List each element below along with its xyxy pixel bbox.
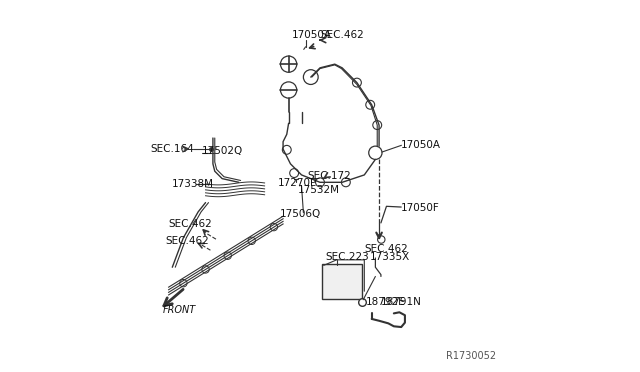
Text: SEC.164: SEC.164 — [150, 144, 194, 154]
Text: 18791N: 18791N — [381, 297, 422, 307]
Text: 18792E: 18792E — [366, 297, 406, 307]
Text: R1730052: R1730052 — [445, 351, 495, 361]
Text: 17335X: 17335X — [370, 252, 410, 262]
Text: 17338M: 17338M — [172, 179, 214, 189]
Text: 17050A: 17050A — [401, 140, 441, 150]
Text: SEC.462: SEC.462 — [165, 235, 209, 246]
Text: 17502Q: 17502Q — [202, 146, 243, 156]
Text: 17050F: 17050F — [401, 203, 440, 213]
Text: SEC.462: SEC.462 — [364, 244, 408, 254]
Text: 17532M: 17532M — [298, 185, 340, 195]
Text: SEC.223: SEC.223 — [326, 252, 369, 262]
Text: 17506Q: 17506Q — [280, 209, 321, 219]
Text: SEC.462: SEC.462 — [320, 30, 364, 40]
Text: FRONT: FRONT — [163, 305, 196, 315]
FancyBboxPatch shape — [322, 263, 362, 299]
Text: 17050A: 17050A — [292, 30, 332, 40]
Text: SEC.172: SEC.172 — [307, 171, 351, 181]
Text: SEC.462: SEC.462 — [168, 219, 212, 230]
Text: 17270P: 17270P — [278, 178, 317, 188]
